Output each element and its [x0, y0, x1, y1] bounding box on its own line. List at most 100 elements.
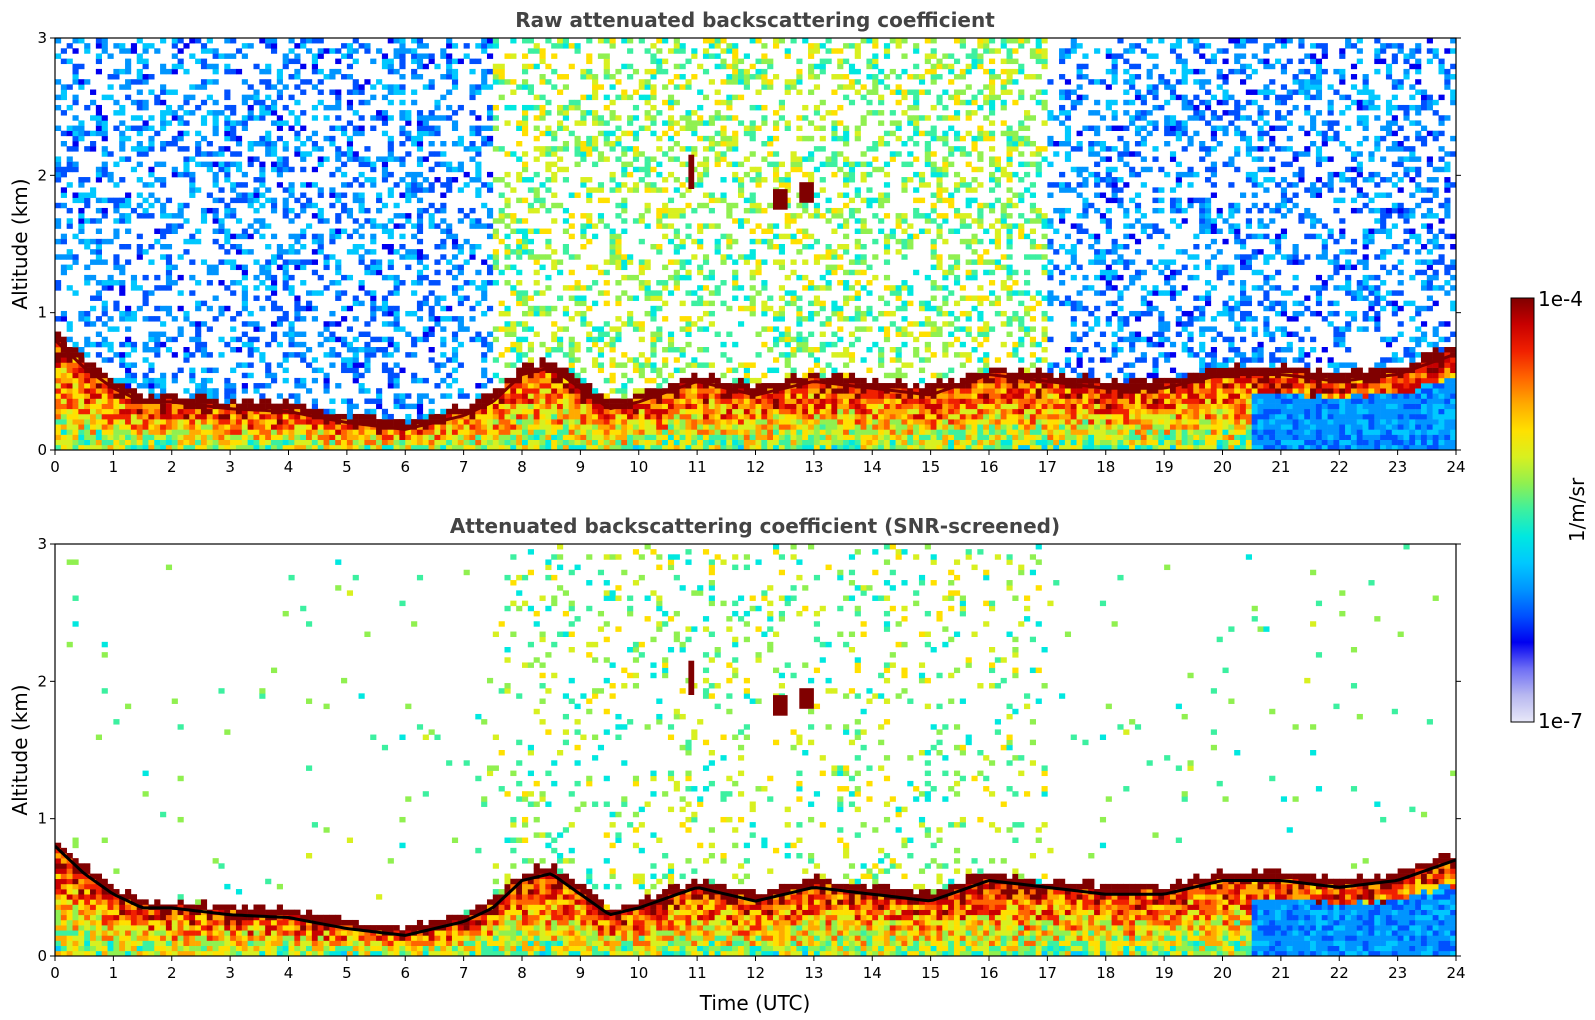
heatmap-cell: [341, 316, 348, 322]
heatmap-cell: [294, 424, 301, 430]
heatmap-cell: [352, 156, 359, 162]
heatmap-cell: [778, 429, 785, 435]
heatmap-cell: [101, 125, 108, 131]
heatmap-cell: [288, 336, 295, 343]
heatmap-cell: [475, 130, 482, 137]
heatmap-cell: [457, 439, 464, 446]
heatmap-cell: [282, 156, 289, 162]
heatmap-cell: [562, 393, 569, 399]
heatmap-cell: [78, 213, 85, 219]
heatmap-cell: [387, 290, 394, 296]
heatmap-cell: [387, 99, 394, 106]
heatmap-cell: [101, 357, 108, 363]
heatmap-cell: [486, 264, 494, 271]
heatmap-cell: [691, 74, 698, 80]
heatmap-cell: [732, 295, 739, 301]
heatmap-cell: [416, 439, 424, 446]
heatmap-cell: [95, 120, 102, 126]
heatmap-cell: [177, 202, 184, 209]
heatmap-cell: [446, 259, 453, 265]
heatmap-cell: [55, 125, 62, 131]
heatmap-cell: [808, 429, 815, 435]
heatmap-cell: [270, 141, 278, 147]
heatmap-cell: [72, 125, 79, 131]
heatmap-cell: [376, 223, 383, 229]
heatmap-cell: [195, 321, 202, 327]
heatmap-cell: [621, 166, 628, 173]
heatmap-cell: [504, 182, 511, 188]
heatmap-cell: [825, 249, 832, 255]
heatmap-cell: [270, 43, 278, 49]
heatmap-cell: [130, 362, 138, 368]
heatmap-cell: [352, 419, 359, 425]
heatmap-cell: [446, 63, 453, 70]
heatmap-cell: [825, 156, 832, 162]
heatmap-cell: [545, 352, 552, 358]
heatmap-cell: [562, 388, 569, 394]
heatmap-cell: [650, 362, 657, 368]
heatmap-cell: [580, 233, 587, 240]
heatmap-cell: [819, 383, 826, 389]
heatmap-cell: [177, 403, 184, 410]
heatmap-cell: [580, 424, 587, 430]
heatmap-cell: [66, 254, 73, 260]
heatmap-cell: [451, 429, 459, 435]
heatmap-cell: [113, 408, 120, 415]
heatmap-cell: [522, 352, 529, 358]
heatmap-cell: [749, 429, 756, 435]
heatmap-cell: [416, 135, 424, 142]
heatmap-cell: [481, 424, 488, 430]
heatmap-cell: [702, 429, 710, 435]
heatmap-cell: [381, 305, 389, 312]
heatmap-cell: [767, 63, 774, 70]
heatmap-cell: [142, 213, 149, 219]
heatmap-cell: [434, 424, 441, 430]
heatmap-cell: [667, 434, 675, 440]
heatmap-cell: [557, 341, 564, 348]
heatmap-cell: [778, 310, 785, 317]
heatmap-cell: [405, 439, 412, 446]
heatmap-cell: [697, 161, 704, 168]
heatmap-cell: [539, 419, 546, 425]
heatmap-cell: [230, 444, 237, 450]
heatmap-cell: [393, 372, 400, 379]
heatmap-cell: [597, 115, 605, 121]
heatmap-cell: [627, 419, 634, 425]
heatmap-cell: [597, 393, 605, 399]
heatmap-cell: [650, 115, 657, 121]
heatmap-cell: [393, 280, 400, 286]
heatmap-cell: [784, 125, 791, 131]
heatmap-cell: [533, 48, 540, 54]
heatmap-cell: [644, 182, 651, 188]
heatmap-cell: [813, 429, 821, 435]
heatmap-cell: [440, 161, 447, 168]
heatmap-cell: [627, 413, 634, 420]
heatmap-cell: [790, 424, 797, 430]
heatmap-cell: [241, 408, 248, 415]
heatmap-cell: [580, 316, 587, 322]
heatmap-cell: [767, 141, 774, 147]
heatmap-cell: [376, 115, 383, 121]
heatmap-cell: [486, 347, 494, 353]
heatmap-cell: [265, 151, 272, 157]
heatmap-cell: [405, 213, 412, 219]
heatmap-cell: [486, 393, 494, 399]
heatmap-cell: [749, 434, 756, 440]
heatmap-cell: [399, 130, 406, 137]
heatmap-cell: [95, 110, 102, 116]
heatmap-cell: [843, 244, 850, 250]
heatmap-cell: [451, 74, 459, 80]
heatmap-cell: [282, 166, 289, 173]
heatmap-cell: [148, 429, 155, 435]
heatmap-cell: [358, 125, 365, 131]
heatmap-cell: [241, 94, 248, 101]
heatmap-cell: [685, 259, 692, 265]
heatmap-cell: [434, 413, 441, 420]
heatmap-cell: [416, 141, 424, 147]
heatmap-cell: [498, 393, 505, 399]
heatmap-cell: [574, 341, 581, 348]
heatmap-cell: [393, 377, 400, 384]
heatmap-cell: [562, 352, 569, 358]
heatmap-cell: [463, 429, 470, 435]
heatmap-cell: [346, 347, 354, 353]
